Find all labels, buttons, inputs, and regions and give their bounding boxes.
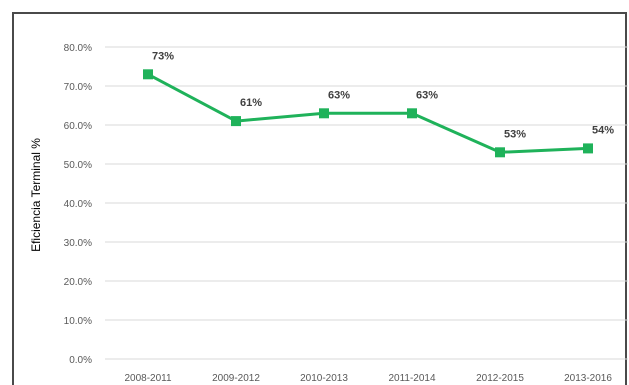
data-point-marker [143, 69, 153, 80]
y-tick-label: 50.0% [64, 160, 92, 171]
data-label: 53% [504, 128, 526, 140]
gridlines [105, 46, 628, 360]
data-labels: 73% 61% 63% 63% 53% 54% [152, 50, 614, 140]
x-tick-label: 2008-2011 [124, 373, 172, 384]
data-label: 63% [328, 89, 350, 101]
y-tick-label: 10.0% [64, 316, 92, 327]
y-axis-title: Eficiencia Terminal % [29, 138, 43, 252]
x-tick-label: 2011-2014 [388, 373, 436, 384]
data-label: 54% [592, 124, 614, 136]
x-tick-label: 2009-2012 [212, 373, 260, 384]
data-label: 63% [416, 89, 438, 101]
data-label: 61% [240, 97, 262, 109]
y-tick-label: 40.0% [64, 199, 92, 210]
series [143, 69, 593, 158]
y-tick-label: 0.0% [69, 355, 92, 366]
data-point-marker [583, 143, 593, 154]
data-point-marker [319, 108, 329, 119]
data-point-marker [231, 116, 241, 127]
y-axis-ticks: 0.0% 10.0% 20.0% 30.0% 40.0% 50.0% 60.0% 70.0% 8… [64, 43, 92, 366]
y-tick-label: 30.0% [64, 238, 92, 249]
x-tick-label: 2013-2016 [564, 373, 612, 384]
x-tick-label: 2010-2013 [300, 373, 348, 384]
y-tick-label: 70.0% [64, 82, 92, 93]
y-tick-label: 60.0% [64, 121, 92, 132]
chart-frame [12, 12, 627, 385]
x-tick-label: 2012-2015 [476, 373, 524, 384]
series-line [147, 72, 589, 154]
data-point-marker [495, 147, 505, 158]
data-point-marker [407, 108, 417, 119]
x-axis-ticks: 2008-2011 2009-2012 2010-2013 2011-2014 2012… [124, 373, 612, 384]
data-label: 73% [152, 50, 174, 62]
y-tick-label: 80.0% [64, 43, 92, 54]
y-tick-label: 20.0% [64, 277, 92, 288]
